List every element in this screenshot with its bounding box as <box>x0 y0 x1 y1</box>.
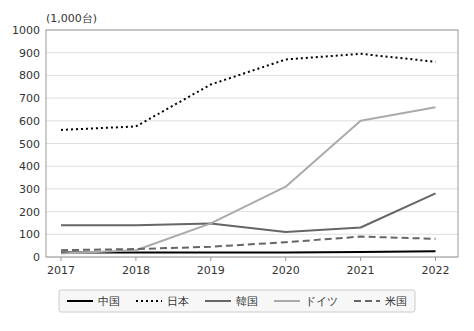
x-tick-label: 2020 <box>272 264 300 277</box>
legend-label: 中国 <box>98 295 120 308</box>
legend-swatch <box>205 300 231 302</box>
y-tick-label: 300 <box>19 183 40 196</box>
grid-line <box>46 188 458 189</box>
x-tick <box>435 257 436 261</box>
y-tick-label: 1000 <box>12 24 40 37</box>
legend-item: 韓国 <box>205 295 258 308</box>
y-tick-label: 400 <box>19 160 40 173</box>
grid-line <box>46 52 458 53</box>
series-group <box>61 54 436 254</box>
plot-frame <box>46 30 458 257</box>
legend-item: 米国 <box>354 295 407 308</box>
series-line <box>61 107 436 253</box>
legend-item: 日本 <box>136 295 189 308</box>
y-tick-label: 700 <box>19 92 40 105</box>
y-tick-label: 500 <box>19 138 40 151</box>
legend: 中国 日本 韓国 ドイツ 米国 <box>67 295 407 308</box>
grid-line <box>46 234 458 235</box>
grid-line <box>46 120 458 121</box>
legend-label: 米国 <box>385 295 407 308</box>
y-tick-label: 200 <box>19 206 40 219</box>
y-axis-label: (1,000台) <box>46 12 97 25</box>
legend-swatch <box>354 300 380 302</box>
x-tick <box>360 257 361 261</box>
y-tick-label: 100 <box>19 228 40 241</box>
plot-area <box>46 30 458 257</box>
series-line <box>61 237 436 251</box>
x-tick-label: 2021 <box>347 264 375 277</box>
grid-line <box>46 75 458 76</box>
x-tick <box>210 257 211 261</box>
y-tick-label: 600 <box>19 115 40 128</box>
x-tick-label: 2017 <box>47 264 75 277</box>
legend-item: 中国 <box>67 295 120 308</box>
series-line <box>61 54 436 130</box>
grid-line <box>46 166 458 167</box>
x-tick <box>135 257 136 261</box>
legend-item: ドイツ <box>274 295 338 308</box>
legend-box <box>59 290 415 312</box>
x-tick-label: 2019 <box>197 264 225 277</box>
y-tick-label: 900 <box>19 47 40 60</box>
x-tick-label: 2022 <box>422 264 450 277</box>
grid-line <box>46 143 458 144</box>
x-tick <box>60 257 61 261</box>
series-line <box>61 193 436 232</box>
legend-swatch <box>136 300 162 302</box>
chart: 0 100 200 300 400 500 600 700 800 900 1000 2017 2018… <box>0 0 474 331</box>
grid-line <box>46 98 458 99</box>
legend-swatch <box>67 300 93 302</box>
legend-swatch <box>274 300 300 302</box>
y-tick-label: 800 <box>19 69 40 82</box>
legend-label: ドイツ <box>305 295 338 308</box>
legend-label: 韓国 <box>236 295 258 308</box>
y-tick-label: 0 <box>33 251 40 264</box>
legend-label: 日本 <box>167 295 189 308</box>
x-tick <box>285 257 286 261</box>
x-tick-label: 2018 <box>122 264 150 277</box>
